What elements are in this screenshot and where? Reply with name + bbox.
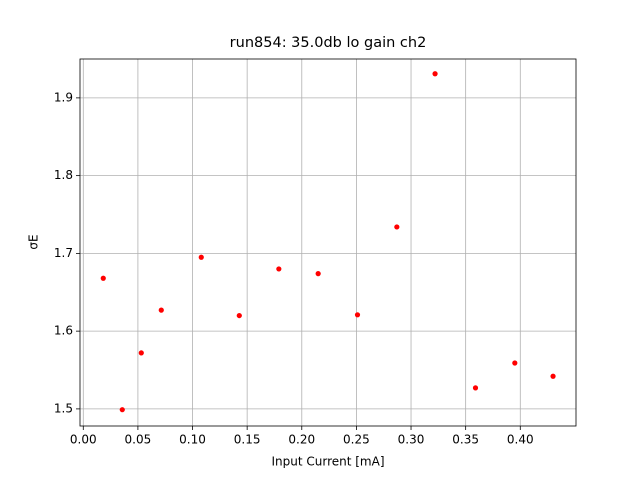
point bbox=[138, 350, 144, 356]
y-tick-label: 1.9 bbox=[54, 90, 73, 104]
point bbox=[276, 266, 282, 272]
x-tick-label: 0.30 bbox=[398, 433, 425, 447]
y-tick-label: 1.6 bbox=[54, 324, 73, 338]
x-axis-label: Input Current [mA] bbox=[271, 455, 384, 469]
y-axis-label: σE bbox=[27, 234, 41, 249]
x-tick-label: 0.10 bbox=[179, 433, 206, 447]
x-tick-label: 0.00 bbox=[70, 433, 97, 447]
point bbox=[472, 385, 479, 391]
point bbox=[158, 307, 164, 313]
point bbox=[512, 360, 518, 366]
point bbox=[236, 312, 242, 319]
y-tick-label: 1.8 bbox=[54, 168, 73, 182]
point bbox=[394, 224, 400, 230]
y-tick-label: 1.5 bbox=[54, 401, 73, 415]
point bbox=[432, 71, 438, 77]
x-tick-label: 0.05 bbox=[125, 433, 152, 447]
point bbox=[198, 254, 204, 260]
point bbox=[100, 275, 106, 281]
x-tick-label: 0.25 bbox=[343, 433, 370, 447]
x-tick-label: 0.20 bbox=[288, 433, 315, 447]
y-tick-label: 1.7 bbox=[54, 246, 73, 260]
plot-frame bbox=[79, 58, 577, 427]
point bbox=[315, 271, 321, 277]
point bbox=[550, 373, 556, 379]
x-tick-label: 0.40 bbox=[507, 433, 534, 447]
point bbox=[119, 407, 125, 413]
chart-title: run854: 35.0db lo gain ch2 bbox=[230, 35, 427, 51]
point bbox=[354, 312, 361, 318]
x-tick-label: 0.15 bbox=[234, 433, 261, 447]
x-tick-label: 0.35 bbox=[452, 433, 479, 447]
